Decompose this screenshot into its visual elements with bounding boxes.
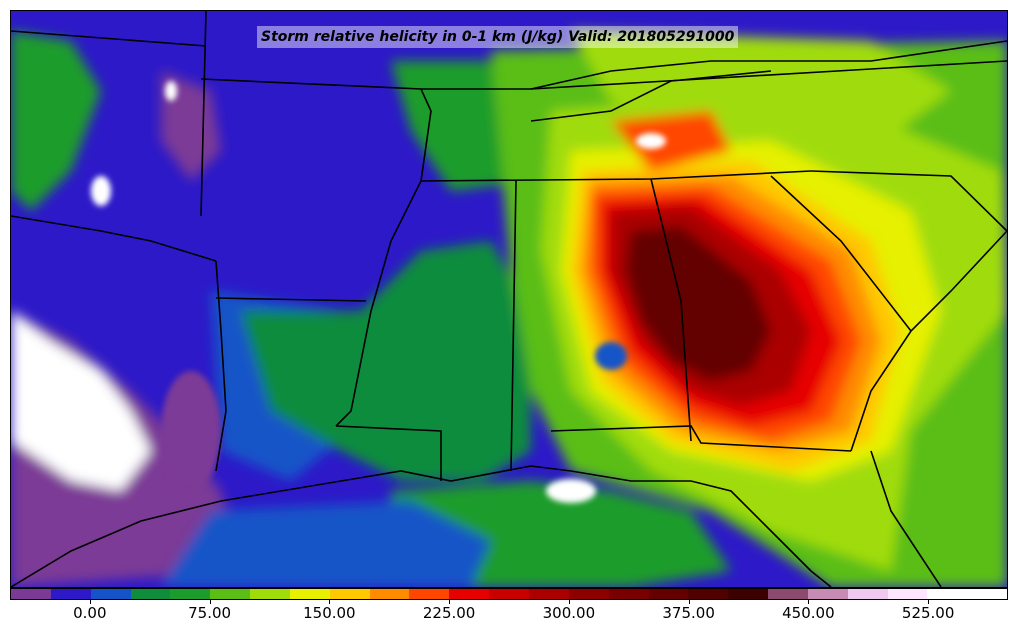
colorbar-tick-label: 300.00	[542, 604, 596, 622]
colorbar-segment	[11, 589, 51, 599]
colorbar	[10, 588, 1008, 600]
colorbar-tick-label: 75.00	[188, 604, 232, 622]
colorbar-segment	[847, 589, 888, 599]
map-panel: Storm relative helicity in 0-1 km (J/kg)…	[10, 10, 1008, 588]
field-purple-coast	[161, 371, 221, 491]
colorbar-tick-label: 450.00	[782, 604, 835, 622]
field-gulf-blue	[161, 501, 491, 587]
colorbar-segment	[289, 589, 330, 599]
colorbar-segment	[807, 589, 848, 599]
colorbar-segment	[528, 589, 569, 599]
boundary-louisiana-south	[335, 425, 442, 481]
colorbar-tick	[209, 600, 211, 604]
state-boundaries	[11, 11, 1007, 587]
colorbar-segment	[489, 589, 529, 599]
field-maroon	[626, 226, 771, 381]
boundary-ms-alabama	[510, 180, 517, 472]
colorbar-segment	[409, 589, 450, 599]
colorbar-tick	[928, 600, 930, 604]
boundary-atlantic-coast	[850, 230, 1007, 452]
colorbar-tick	[808, 600, 810, 604]
colorbar-segment	[329, 589, 370, 599]
colorbar-tick	[449, 600, 451, 604]
boundary-va-north	[870, 40, 1007, 62]
colorbar-tick	[688, 600, 690, 604]
field-ne-red	[611, 111, 731, 171]
boundary-missouri-arkansas	[200, 78, 432, 182]
field-green-central	[241, 241, 531, 481]
colorbar-tick	[568, 600, 570, 604]
colorbar-segment	[768, 589, 808, 599]
colorbar-tick-label: 525.00	[901, 604, 955, 622]
boundary-gulf-coast	[11, 465, 832, 587]
boundary-florida-east	[870, 450, 942, 587]
colorbar-tick-label: 225.00	[422, 604, 476, 622]
boundary-kansas-oklahoma	[11, 30, 207, 47]
colorbar-segment	[210, 589, 251, 599]
colorbar-segment	[369, 589, 410, 599]
boundary-arkansas-ms	[335, 180, 422, 427]
colorbar-segment	[568, 589, 609, 599]
colorbar-tick	[329, 600, 331, 604]
field-cyclone-eye	[595, 342, 627, 370]
colorbar-tick-label: 150.00	[303, 604, 356, 622]
colorbar-segment	[250, 589, 290, 599]
boundary-nc-sc	[810, 170, 1007, 232]
field-white-spot2	[165, 81, 177, 101]
boundary-alabama-florida	[550, 425, 852, 452]
colorbar-segment	[170, 589, 211, 599]
colorbar-tick	[89, 600, 91, 604]
colorbar-segment	[50, 589, 91, 599]
colorbar-segment	[728, 589, 769, 599]
field-purple-nw	[161, 71, 221, 181]
helicity-map	[11, 11, 1007, 587]
colorbar-segment	[927, 589, 968, 599]
colorbar-ticks: 0.00 75.00 150.00 225.00 300.00 375.00 450.00 5…	[10, 600, 1008, 630]
colorbar-segment	[887, 589, 928, 599]
boundary-alabama-georgia	[650, 178, 692, 442]
colorbar-segment	[90, 589, 131, 599]
colorbar-tick-label: 375.00	[662, 604, 715, 622]
boundary-ohio-river	[530, 70, 772, 122]
field-white-spot1	[91, 176, 111, 206]
boundary-arkansas-south	[215, 297, 367, 302]
colorbar-tick-label: 0.00	[73, 604, 107, 622]
colorbar-segment	[688, 589, 729, 599]
boundary-oklahoma-texas	[11, 215, 217, 262]
field-green-nw	[11, 31, 101, 211]
boundary-georgia-sc	[770, 175, 912, 332]
colorbar-segment	[967, 589, 1007, 599]
colorbar-segment	[449, 589, 490, 599]
boundary-oklahoma-east	[200, 11, 207, 217]
field-white-west	[11, 311, 151, 491]
colorbar-segment	[130, 589, 171, 599]
map-title: Storm relative helicity in 0-1 km (J/kg)…	[257, 26, 739, 48]
colorbar-segment	[608, 589, 649, 599]
field-white-spot3	[546, 479, 596, 503]
boundary-ky-north	[530, 60, 871, 90]
colorbar-segment	[648, 589, 689, 599]
field-white-spot4	[636, 133, 666, 149]
boundary-texas-louisiana	[215, 260, 227, 472]
